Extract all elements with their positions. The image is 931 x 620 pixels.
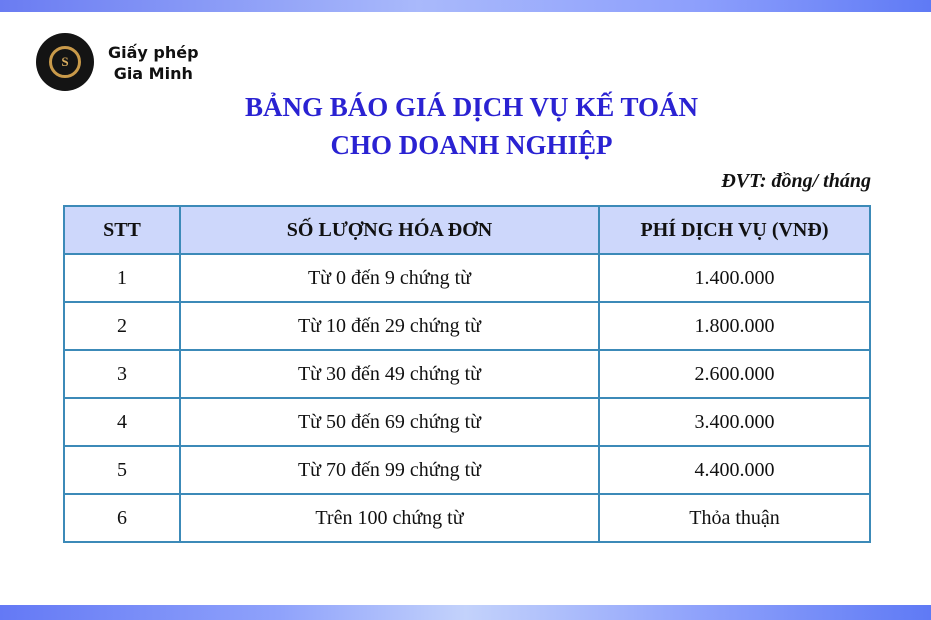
table-row: 6 Trên 100 chứng từ Thỏa thuận	[63, 493, 871, 543]
cell-invoice-count: Từ 0 đến 9 chứng từ	[179, 253, 600, 303]
page-title: BẢNG BÁO GIÁ DỊCH VỤ KẾ TOÁN CHO DOANH N…	[0, 88, 931, 164]
cell-service-fee: 3.400.000	[598, 397, 871, 447]
unit-label: ĐVT: đồng/ tháng	[721, 170, 871, 192]
title-line-1: BẢNG BÁO GIÁ DỊCH VỤ KẾ TOÁN	[244, 92, 699, 122]
brand-line-1: Giấy phép	[108, 43, 199, 62]
cell-invoice-count: Trên 100 chứng từ	[179, 493, 600, 543]
table-row: 1 Từ 0 đến 9 chứng từ 1.400.000	[63, 253, 871, 303]
bottom-decorative-bar	[0, 605, 931, 620]
cell-service-fee: 2.600.000	[598, 349, 871, 399]
logo-emblem-icon: S	[49, 46, 81, 78]
cell-stt: 6	[63, 493, 181, 543]
table-row: 2 Từ 10 đến 29 chứng từ 1.800.000	[63, 301, 871, 351]
cell-stt: 1	[63, 253, 181, 303]
cell-invoice-count: Từ 10 đến 29 chứng từ	[179, 301, 600, 351]
cell-service-fee: 1.400.000	[598, 253, 871, 303]
header-invoice-count: SỐ LƯỢNG HÓA ĐƠN	[179, 205, 600, 255]
cell-service-fee: 1.800.000	[598, 301, 871, 351]
cell-invoice-count: Từ 70 đến 99 chứng từ	[179, 445, 600, 495]
cell-stt: 5	[63, 445, 181, 495]
top-decorative-bar	[0, 0, 931, 12]
brand-name: Giấy phép Gia Minh	[108, 42, 199, 84]
table-row: 4 Từ 50 đến 69 chứng từ 3.400.000	[63, 397, 871, 447]
cell-stt: 3	[63, 349, 181, 399]
cell-invoice-count: Từ 50 đến 69 chứng từ	[179, 397, 600, 447]
title-line-2: CHO DOANH NGHIỆP	[330, 130, 613, 160]
table-row: 3 Từ 30 đến 49 chứng từ 2.600.000	[63, 349, 871, 399]
cell-invoice-count: Từ 30 đến 49 chứng từ	[179, 349, 600, 399]
brand-line-2: Gia Minh	[113, 64, 193, 83]
gia-minh-logo: S	[36, 33, 94, 91]
cell-stt: 2	[63, 301, 181, 351]
cell-service-fee: 4.400.000	[598, 445, 871, 495]
header-stt: STT	[63, 205, 181, 255]
header-service-fee: PHÍ DỊCH VỤ (VNĐ)	[598, 205, 871, 255]
price-table: STT SỐ LƯỢNG HÓA ĐƠN PHÍ DỊCH VỤ (VNĐ) 1…	[63, 205, 871, 543]
cell-service-fee: Thỏa thuận	[598, 493, 871, 543]
table-header-row: STT SỐ LƯỢNG HÓA ĐƠN PHÍ DỊCH VỤ (VNĐ)	[63, 205, 871, 255]
table-row: 5 Từ 70 đến 99 chứng từ 4.400.000	[63, 445, 871, 495]
cell-stt: 4	[63, 397, 181, 447]
